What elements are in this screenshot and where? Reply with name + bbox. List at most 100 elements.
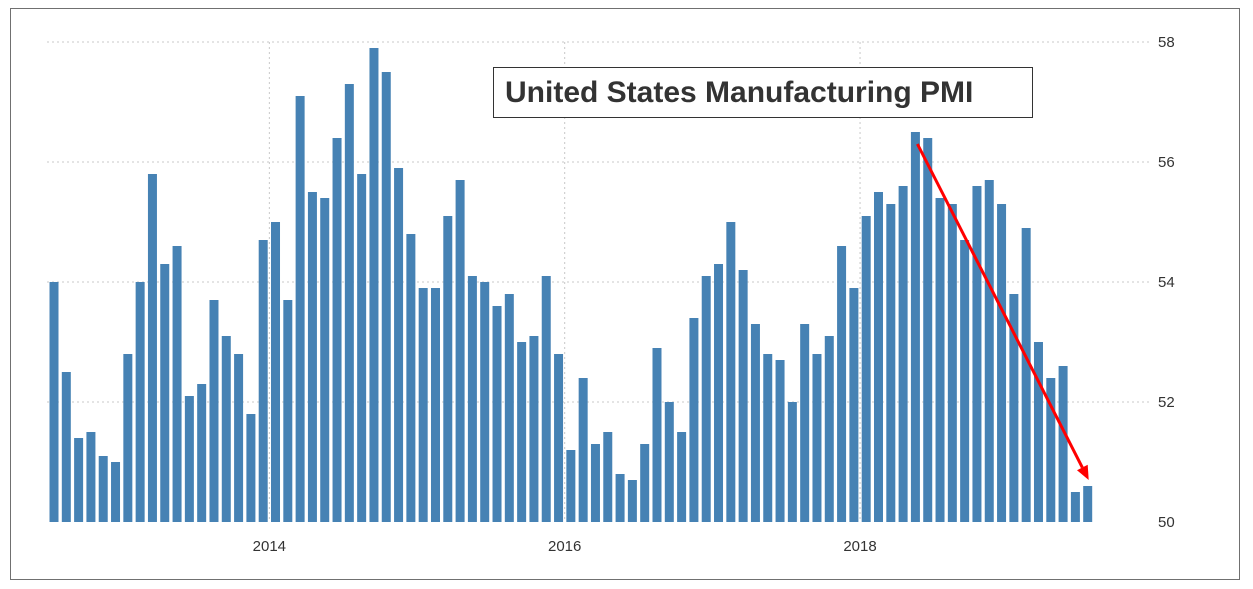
chart-title: United States Manufacturing PMI <box>505 75 974 109</box>
bar-2016-10 <box>677 432 687 522</box>
bar-2014-01 <box>271 222 281 522</box>
bar-2019-03 <box>1033 342 1043 522</box>
bar-2018-01 <box>861 216 871 522</box>
bar-2013-04 <box>160 264 170 522</box>
bar-2016-06 <box>627 480 637 522</box>
bar-2016-04 <box>603 432 613 522</box>
bar-2015-03 <box>443 216 453 522</box>
bar-2013-03 <box>147 174 157 522</box>
bar-2019-02 <box>1021 228 1031 522</box>
bar-2017-04 <box>750 324 760 522</box>
bar-2014-11 <box>394 168 404 522</box>
bar-2013-07 <box>197 384 207 522</box>
bar-2013-12 <box>258 240 268 522</box>
bar-2013-08 <box>209 300 219 522</box>
y-tick-label: 50 <box>1158 514 1175 531</box>
bar-2018-03 <box>886 204 896 522</box>
bar-2017-12 <box>849 288 859 522</box>
bar-2017-02 <box>726 222 736 522</box>
bar-2012-07 <box>49 282 59 522</box>
bar-2013-01 <box>123 354 133 522</box>
bar-2015-09 <box>517 342 527 522</box>
bar-2015-06 <box>480 282 490 522</box>
x-tick-label: 2016 <box>548 538 581 555</box>
bar-2013-06 <box>184 396 194 522</box>
bar-2018-12 <box>997 204 1007 522</box>
arrow-shaft <box>916 143 1084 469</box>
bar-2017-01 <box>714 264 724 522</box>
bar-2012-09 <box>74 438 84 522</box>
trend-arrow <box>916 143 1089 480</box>
y-tick-label: 52 <box>1158 394 1175 411</box>
bar-2019-06 <box>1070 492 1080 522</box>
bar-2017-09 <box>812 354 822 522</box>
bar-2012-12 <box>111 462 121 522</box>
bar-2018-02 <box>874 192 883 522</box>
bar-2015-10 <box>529 336 539 522</box>
bar-2019-05 <box>1058 366 1068 522</box>
x-tick-label: 2014 <box>253 538 286 555</box>
bar-2012-08 <box>61 372 71 522</box>
bar-2017-08 <box>800 324 810 522</box>
bar-2018-04 <box>898 186 908 522</box>
bar-2014-10 <box>381 72 391 522</box>
bar-2014-08 <box>357 174 367 522</box>
bar-2015-02 <box>430 288 440 522</box>
bar-2016-12 <box>701 276 711 522</box>
bar-2015-08 <box>504 294 514 522</box>
gridlines <box>47 41 1149 522</box>
bar-2012-10 <box>86 432 96 522</box>
bar-2016-09 <box>664 402 674 522</box>
chart-title-box: United States Manufacturing PMI <box>493 67 1033 118</box>
bar-2013-09 <box>221 336 231 522</box>
y-axis-labels: 50 52 54 56 58 <box>1158 34 1175 531</box>
y-tick-label: 54 <box>1158 274 1175 291</box>
bar-2019-01 <box>1009 294 1019 522</box>
bar-2014-03 <box>295 96 305 522</box>
bar-2017-10 <box>824 336 834 522</box>
bar-2018-06 <box>923 138 933 522</box>
bar-2013-11 <box>246 414 256 522</box>
bars <box>49 48 1093 522</box>
bar-2018-07 <box>935 198 945 522</box>
bar-2014-05 <box>320 198 330 522</box>
bar-2016-07 <box>640 444 650 522</box>
bar-2016-02 <box>578 378 588 522</box>
bar-2013-02 <box>135 282 145 522</box>
bar-2014-02 <box>283 300 293 522</box>
bar-2018-05 <box>910 132 920 522</box>
bar-2019-07 <box>1083 486 1093 522</box>
y-tick-label: 56 <box>1158 154 1175 171</box>
bar-2017-06 <box>775 360 785 522</box>
bar-2015-11 <box>541 276 551 522</box>
bar-2016-01 <box>566 450 576 522</box>
bar-2018-09 <box>960 240 970 522</box>
bar-2017-03 <box>738 270 748 522</box>
bar-2017-05 <box>763 354 773 522</box>
bar-2018-11 <box>984 180 994 522</box>
bar-2014-06 <box>332 138 342 522</box>
arrow-head <box>1077 464 1089 480</box>
x-axis-labels: 2014 2016 2018 <box>253 538 877 555</box>
bar-2016-05 <box>615 474 625 522</box>
y-tick-label: 58 <box>1158 34 1175 51</box>
bar-2016-03 <box>590 444 600 522</box>
bar-2017-07 <box>787 402 797 522</box>
bar-2018-08 <box>947 204 957 522</box>
bar-2014-07 <box>344 84 354 522</box>
x-tick-label: 2018 <box>843 538 876 555</box>
bar-2015-12 <box>554 354 564 522</box>
bar-2013-10 <box>234 354 244 522</box>
bar-2016-08 <box>652 348 662 522</box>
bar-2015-01 <box>418 288 428 522</box>
bar-2012-11 <box>98 456 108 522</box>
bar-2014-04 <box>307 192 317 522</box>
bar-2015-07 <box>492 306 502 522</box>
bar-2019-04 <box>1046 378 1056 522</box>
bar-2014-12 <box>406 234 416 522</box>
bar-chart: 50 52 54 56 58 2014 2016 2018 <box>47 34 1175 555</box>
bar-2015-04 <box>455 180 465 522</box>
bar-2018-10 <box>972 186 982 522</box>
bar-2016-11 <box>689 318 699 522</box>
bar-2013-05 <box>172 246 182 522</box>
